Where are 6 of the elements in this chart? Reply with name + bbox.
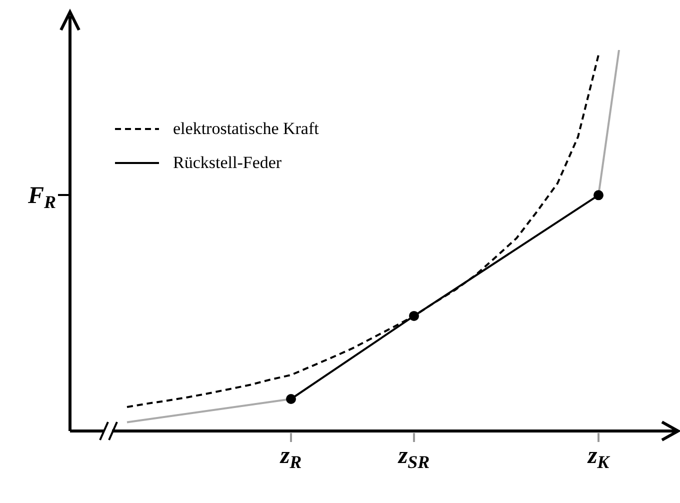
x-tick-label: z$_{K}$ bbox=[586, 443, 612, 472]
x-tick-label: z$_{SR}$ bbox=[397, 443, 430, 472]
legend-label: Rückstell-Feder bbox=[173, 153, 282, 173]
text: F$_{R}$ bbox=[26, 183, 56, 212]
legend-label: elektrostatische Kraft bbox=[173, 119, 319, 139]
x-tick-label: z$_{R}$ bbox=[279, 443, 302, 472]
